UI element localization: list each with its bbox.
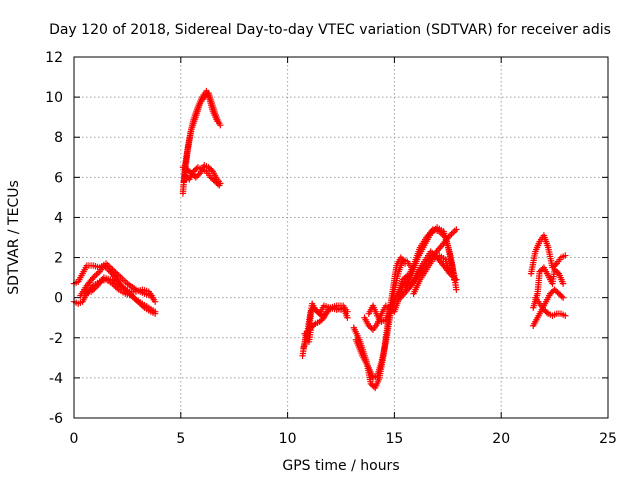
data-point	[344, 308, 351, 315]
grid-lines	[74, 57, 608, 418]
y-tick-label: -2	[49, 331, 63, 347]
y-tick-label: 6	[54, 170, 63, 186]
y-tick-label: 8	[54, 130, 63, 146]
data-point	[562, 252, 569, 259]
series-morning-3	[77, 262, 159, 315]
data-point	[319, 315, 326, 323]
data-point	[91, 272, 99, 280]
series-evening-5	[410, 252, 454, 297]
series-forenoon-4	[181, 164, 223, 189]
data-point	[558, 293, 565, 300]
x-tick-label: 20	[492, 431, 510, 447]
data-point	[453, 286, 460, 293]
series-night-1	[527, 232, 569, 277]
y-tick-label: -6	[49, 411, 63, 427]
y-tick-label: 12	[45, 50, 63, 66]
tick-labels: 0 5 10 15 20 25 -6 -4 -2 0 2 4 6 8 10 12	[45, 50, 617, 447]
data-point	[543, 309, 550, 316]
data-point	[94, 269, 102, 277]
data-point	[216, 182, 223, 189]
x-axis-label: GPS time / hours	[282, 458, 399, 474]
data-point	[451, 227, 458, 235]
y-tick-label: 10	[45, 90, 63, 106]
data-point	[453, 276, 460, 283]
x-tick-label: 25	[599, 431, 617, 447]
series-morning-4	[81, 274, 157, 301]
x-tick-label: 5	[176, 431, 185, 447]
data-point	[208, 166, 215, 174]
data-point	[151, 308, 159, 315]
series-midday-3	[301, 304, 345, 345]
y-tick-label: 4	[54, 210, 63, 226]
data-point	[554, 269, 561, 276]
data-point	[214, 180, 222, 188]
data-point	[149, 294, 157, 301]
data-point	[217, 121, 224, 129]
series-afternoon-4	[365, 272, 411, 325]
data-point	[368, 325, 375, 332]
data-point	[93, 271, 100, 278]
data-point	[559, 294, 567, 301]
data-point	[310, 321, 318, 329]
y-tick-label: 0	[54, 291, 63, 307]
y-tick-label: -4	[49, 371, 63, 387]
data-point	[559, 280, 567, 287]
series-night-3	[530, 286, 567, 329]
data-point	[213, 117, 221, 125]
data-point	[344, 314, 351, 321]
data-point	[446, 270, 454, 277]
series-night-2	[530, 264, 567, 311]
data-point	[337, 306, 345, 313]
y-axis-label: SDTVAR / TECUs	[6, 180, 22, 295]
axis-ticks	[73, 56, 609, 419]
data-point	[552, 261, 559, 269]
data-point	[195, 171, 202, 178]
series-night-4	[532, 294, 569, 319]
x-tick-label: 0	[70, 431, 79, 447]
data-point	[449, 229, 457, 236]
plot-frame	[73, 56, 609, 419]
x-tick-label: 15	[385, 431, 403, 447]
data-marks	[70, 87, 569, 392]
series-midday-2	[300, 300, 351, 352]
data-point	[453, 226, 460, 233]
data-point	[448, 230, 455, 238]
x-tick-label: 10	[279, 431, 297, 447]
y-tick-label: 2	[54, 251, 63, 267]
data-point	[562, 312, 569, 319]
data-point	[151, 298, 159, 305]
chart-title: Day 120 of 2018, Sidereal Day-to-day VTE…	[49, 22, 611, 38]
